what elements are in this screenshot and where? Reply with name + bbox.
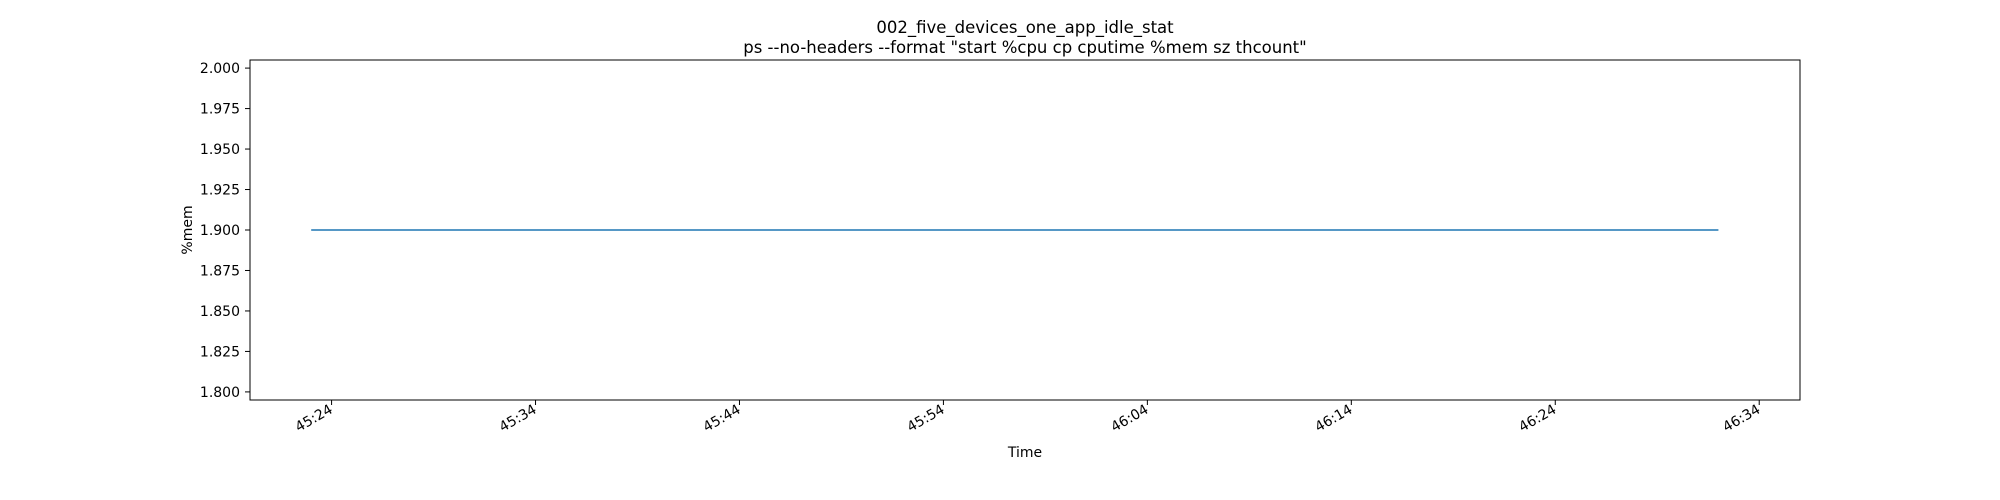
x-tick-label: 45:24 (293, 402, 336, 436)
y-tick-label: 1.800 (200, 385, 240, 401)
x-tick-label: 45:44 (701, 402, 744, 436)
y-tick-label: 1.900 (200, 223, 240, 239)
x-tick-label: 46:04 (1108, 402, 1151, 436)
x-tick-label: 46:24 (1516, 402, 1559, 436)
y-axis-label: %mem (180, 205, 196, 254)
y-tick-label: 2.000 (200, 61, 240, 77)
chart-title: 002_five_devices_one_app_idle_stat (876, 18, 1174, 38)
chart-subtitle: ps --no-headers --format "start %cpu cp … (743, 38, 1307, 57)
x-axis: 45:24 45:34 45:44 45:54 46:04 46:14 46:24 46:34 (293, 400, 1763, 436)
y-axis: 1.800 1.825 1.850 1.875 1.900 1.925 1.950 1.975… (200, 61, 250, 401)
x-tick-label: 46:14 (1312, 402, 1355, 436)
y-tick-label: 1.825 (200, 344, 240, 360)
x-tick-label: 46:34 (1720, 402, 1763, 436)
x-tick-label: 45:34 (497, 402, 540, 436)
y-tick-label: 1.950 (200, 142, 240, 158)
x-tick-label: 45:54 (904, 402, 947, 436)
y-tick-label: 1.875 (200, 263, 240, 279)
y-tick-label: 1.975 (200, 102, 240, 118)
y-tick-label: 1.850 (200, 304, 240, 320)
x-axis-label: Time (1007, 445, 1042, 461)
y-tick-label: 1.925 (200, 183, 240, 199)
